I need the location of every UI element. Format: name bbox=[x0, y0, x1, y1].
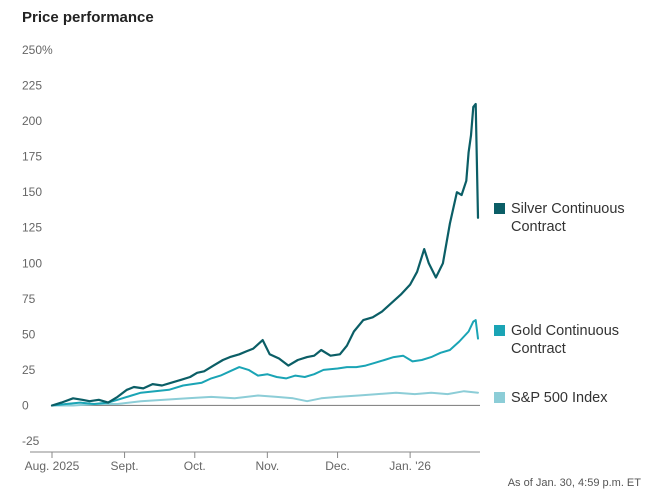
y-tick-label: 50 bbox=[22, 327, 36, 341]
x-tick-label: Dec. bbox=[325, 459, 350, 473]
y-tick-label: 100 bbox=[22, 256, 42, 270]
y-axis: 250% 225 200 175 150 125 100 75 50 25 0 -25 bbox=[22, 43, 480, 448]
legend-swatch-gold bbox=[494, 325, 505, 336]
timestamp-note: As of Jan. 30, 4:59 p.m. ET bbox=[507, 477, 641, 489]
legend-swatch-sp500 bbox=[494, 392, 505, 403]
x-axis: Aug. 2025 Sept. Oct. Nov. Dec. Jan. '26 bbox=[25, 451, 480, 473]
y-tick-label: 75 bbox=[22, 292, 36, 306]
y-tick-label: 150 bbox=[22, 185, 42, 199]
gold-line bbox=[51, 319, 479, 407]
y-tick-label: 25 bbox=[22, 363, 36, 377]
y-tick-label: 225 bbox=[22, 79, 42, 93]
y-tick-label: 125 bbox=[22, 221, 42, 235]
x-tick-label: Aug. 2025 bbox=[25, 459, 80, 473]
y-tick-label: 0 bbox=[22, 398, 29, 412]
series-layer bbox=[50, 102, 480, 407]
x-tick-label: Jan. '26 bbox=[389, 459, 431, 473]
legend-label-gold: Gold Continuous Contract bbox=[511, 323, 620, 357]
y-tick-label: -25 bbox=[22, 434, 40, 448]
x-tick-label: Oct. bbox=[184, 459, 206, 473]
y-tick-label: 175 bbox=[22, 150, 42, 164]
chart-title: Price performance bbox=[22, 9, 154, 26]
legend-label-sp500: S&P 500 Index bbox=[511, 390, 608, 406]
y-tick-label: 250% bbox=[22, 43, 53, 57]
y-tick-label: 200 bbox=[22, 114, 42, 128]
legend-label-silver: Silver Continuous Contract bbox=[511, 201, 625, 235]
x-tick-label: Nov. bbox=[255, 459, 279, 473]
x-tick-label: Sept. bbox=[111, 459, 139, 473]
legend-swatch-silver bbox=[494, 203, 505, 214]
silver-line bbox=[50, 102, 480, 407]
sp500-line bbox=[51, 390, 479, 407]
